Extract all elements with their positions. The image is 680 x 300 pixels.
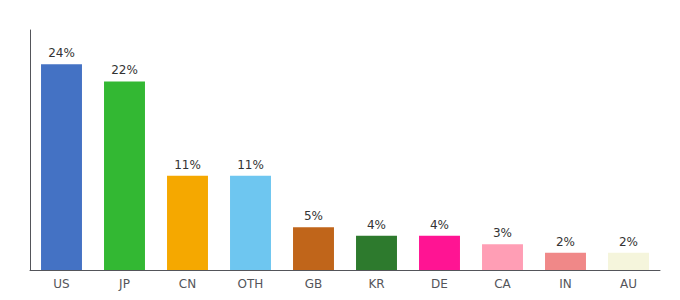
svg-text:2%: 2% (619, 235, 638, 249)
svg-text:OTH: OTH (238, 277, 264, 291)
svg-text:US: US (53, 277, 69, 291)
svg-text:4%: 4% (367, 218, 386, 232)
svg-text:GB: GB (305, 277, 323, 291)
svg-text:24%: 24% (48, 46, 75, 60)
svg-text:2%: 2% (556, 235, 575, 249)
svg-text:DE: DE (431, 277, 448, 291)
svg-text:CN: CN (179, 277, 196, 291)
svg-text:CA: CA (494, 277, 511, 291)
svg-text:11%: 11% (237, 158, 264, 172)
svg-text:5%: 5% (304, 209, 323, 223)
svg-text:AU: AU (620, 277, 637, 291)
svg-text:4%: 4% (430, 218, 449, 232)
svg-text:22%: 22% (111, 63, 138, 77)
svg-text:11%: 11% (174, 158, 201, 172)
svg-text:JP: JP (118, 277, 130, 291)
svg-text:IN: IN (559, 277, 572, 291)
svg-text:3%: 3% (493, 226, 512, 240)
svg-text:KR: KR (368, 277, 384, 291)
